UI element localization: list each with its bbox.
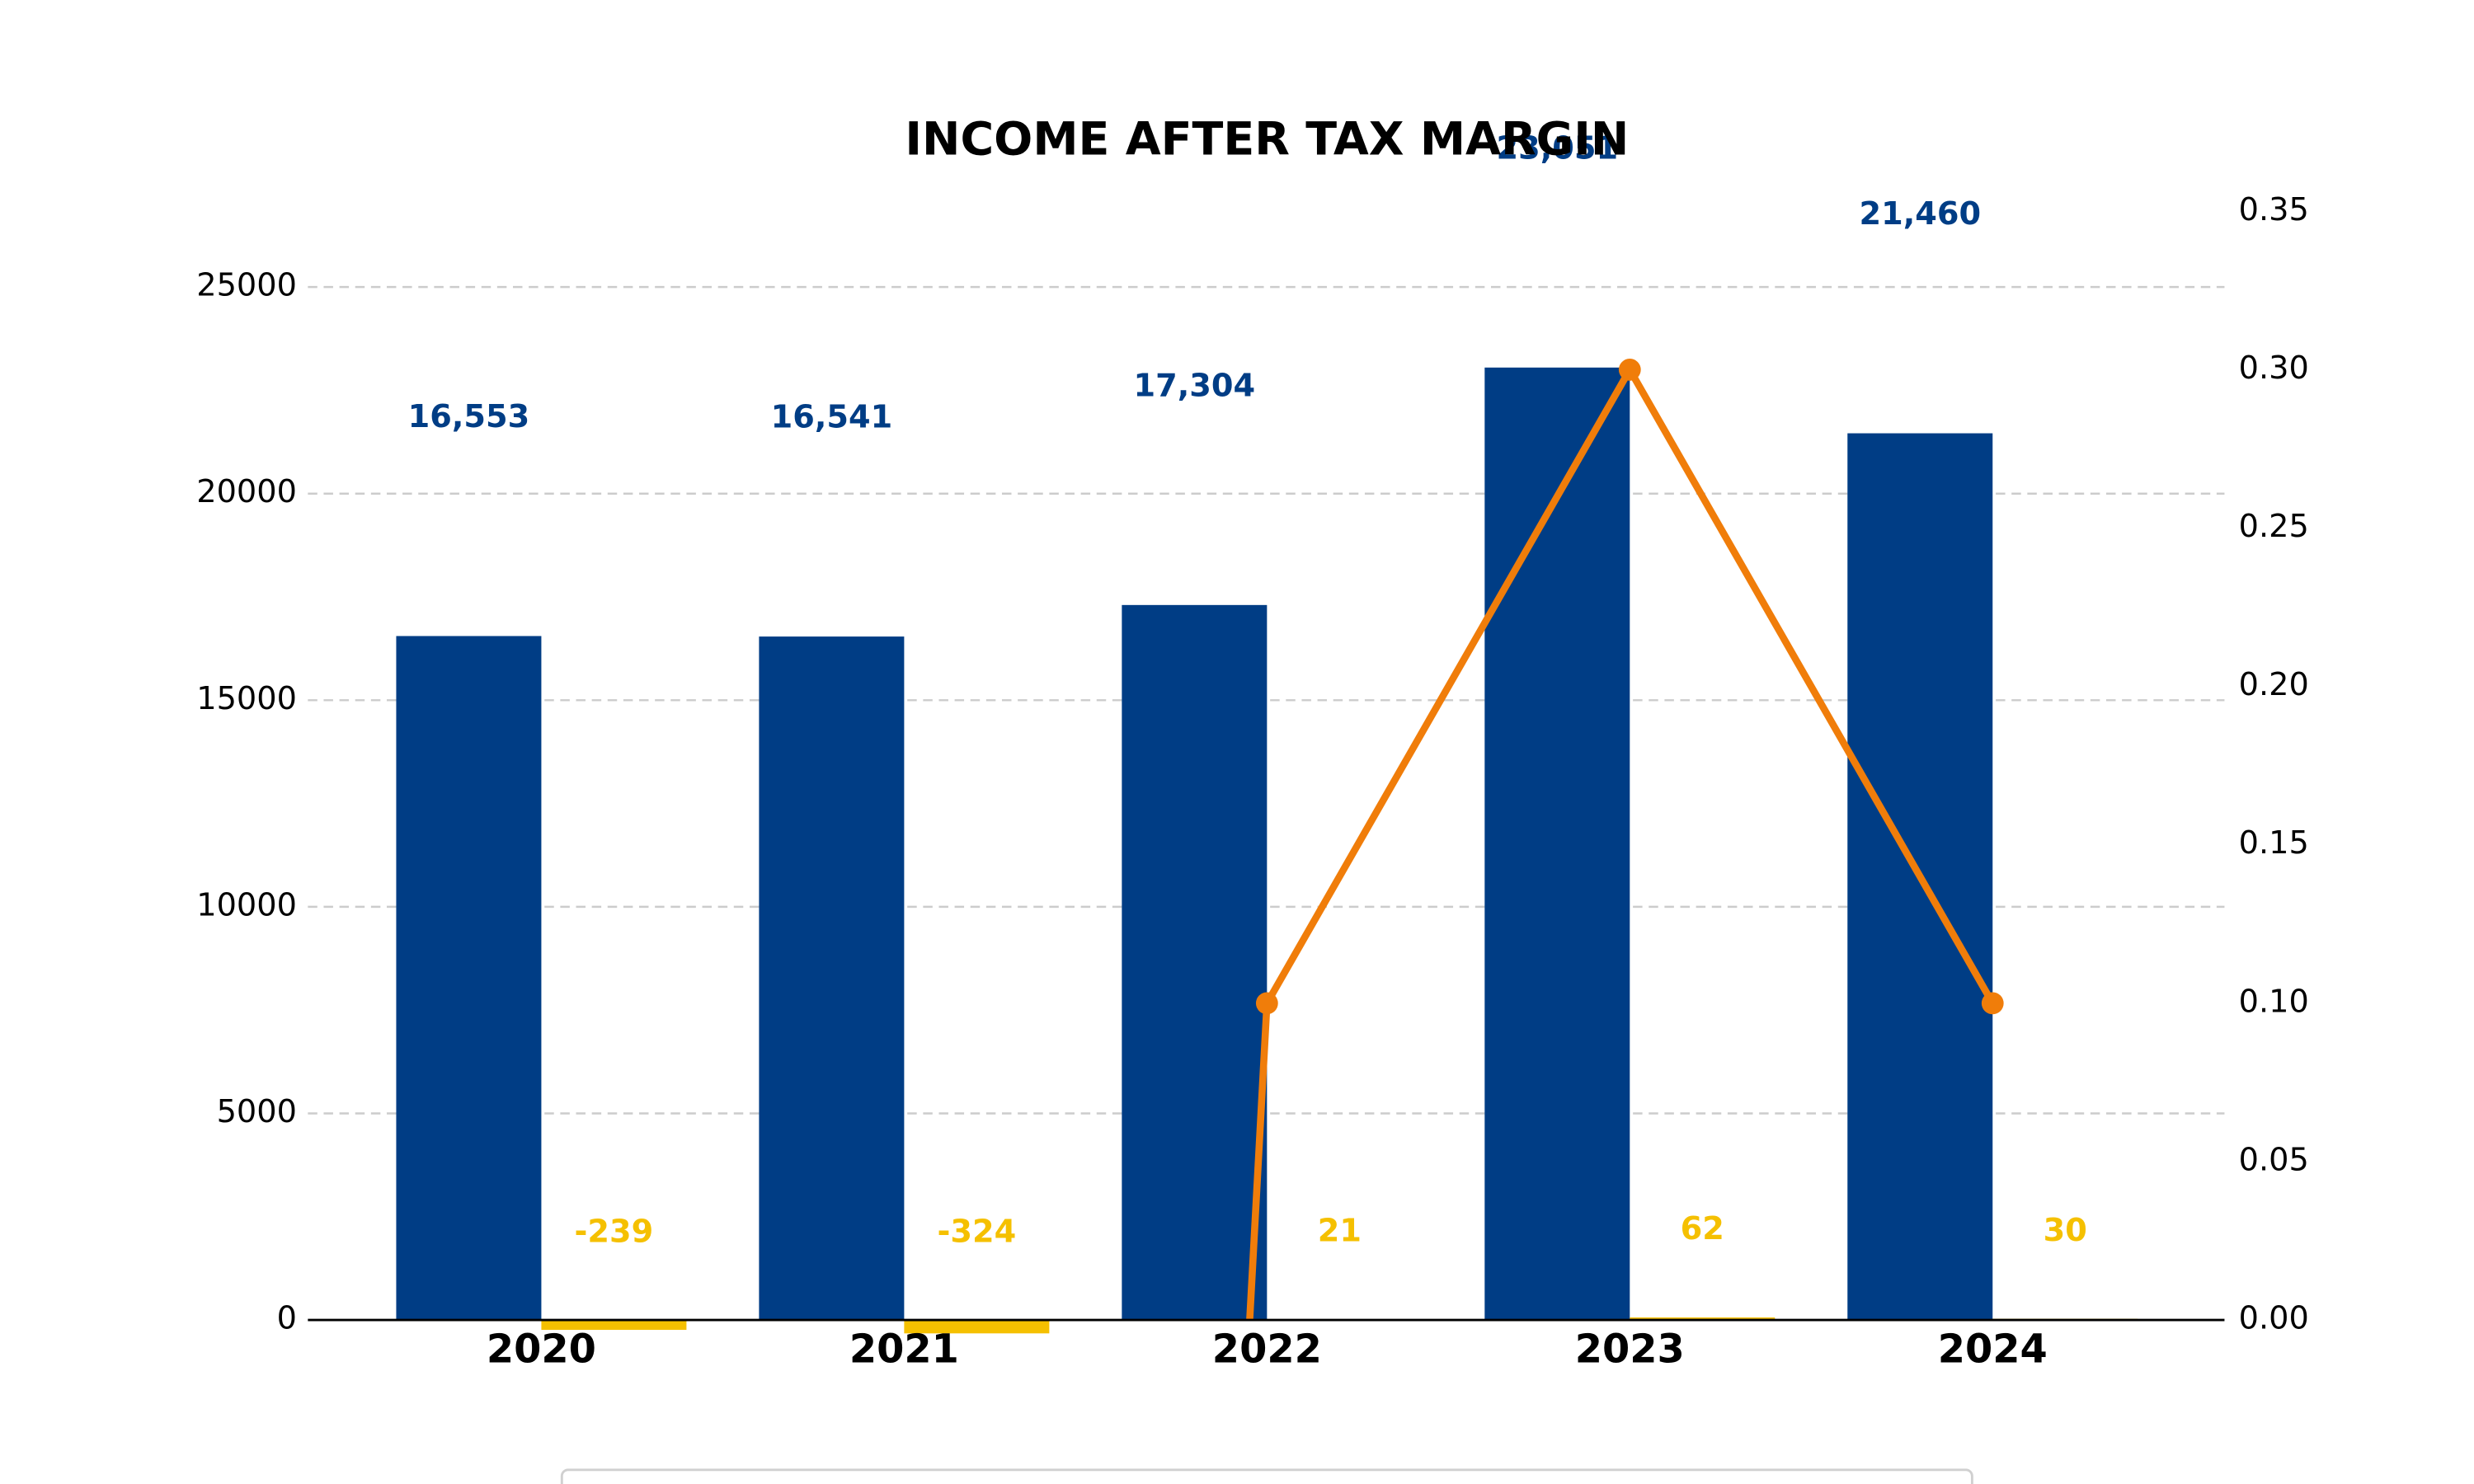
- bar-value-label: 21,460: [1859, 195, 1981, 232]
- bar-value-label: 16,553: [408, 398, 530, 435]
- y-tick-label: 0: [277, 1300, 297, 1337]
- marks: [396, 367, 2138, 1334]
- y-tick-label: 5000: [217, 1093, 297, 1130]
- line-layer: [1246, 359, 2004, 1321]
- chart-title: INCOME AFTER TAX MARGIN: [905, 113, 1629, 166]
- bar: [1122, 604, 1268, 1321]
- y2-tick-label: 0.30: [2239, 350, 2309, 387]
- y2-tick-label: 0.35: [2239, 191, 2309, 228]
- y-tick-label: 15000: [196, 680, 297, 717]
- y-tick-label: 25000: [196, 267, 297, 304]
- x-tick-label: 2023: [1575, 1327, 1685, 1372]
- bar-value-label: 21: [1318, 1212, 1362, 1249]
- line-point: [1618, 359, 1641, 381]
- x-tick-label: 2024: [1938, 1327, 2048, 1372]
- x-tick-label: 2020: [487, 1327, 596, 1372]
- bar-value-label: 62: [1681, 1210, 1724, 1247]
- bar: [904, 1320, 1050, 1334]
- bar-value-label: -324: [938, 1213, 1017, 1250]
- legend-box: [560, 1468, 1973, 1484]
- bar-value-label: 23,051: [1497, 129, 1619, 167]
- y2-tick-label: 0.20: [2239, 666, 2309, 703]
- bar: [1630, 1317, 1776, 1321]
- bar-value-label: 17,304: [1134, 367, 1256, 404]
- bar: [541, 1320, 687, 1331]
- x-tick-label: 2022: [1212, 1327, 1322, 1372]
- y-tick-label: 20000: [196, 473, 297, 510]
- bar-value-label: 30: [2044, 1212, 2087, 1249]
- bar: [759, 636, 905, 1321]
- y2-tick-label: 0.25: [2239, 508, 2309, 545]
- x-tick-label: 2021: [849, 1327, 959, 1372]
- bar-value-label: 16,541: [771, 399, 893, 436]
- y-tick-label: 10000: [196, 886, 297, 923]
- margin-line: [1246, 362, 1996, 1321]
- bar: [1484, 367, 1630, 1321]
- line-point: [1981, 992, 2004, 1015]
- bar: [396, 636, 542, 1321]
- labels: 0 5000 10000 15000 20000 25000 0.00 0.05 0.10 0.1…: [196, 129, 2309, 1372]
- y2-tick-label: 0.05: [2239, 1141, 2309, 1178]
- y2-tick-label: 0.10: [2239, 983, 2309, 1020]
- y2-tick-label: 0.15: [2239, 824, 2309, 862]
- y2-tick-label: 0.00: [2239, 1300, 2309, 1337]
- bar-value-label: -239: [575, 1213, 654, 1250]
- line-point: [1255, 992, 1278, 1015]
